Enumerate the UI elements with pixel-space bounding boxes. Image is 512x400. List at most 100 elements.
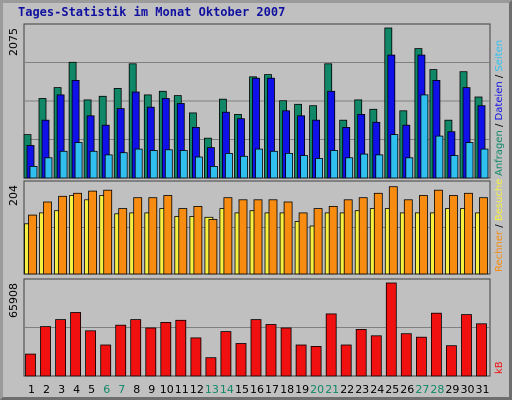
bottom-bar-kb [355,328,367,377]
bottom-bar-kb [25,353,36,377]
day-label: 14 [220,383,234,396]
top-bar-seiten [345,157,354,179]
bottom-max-label: 65908 [7,283,20,318]
bottom-bar-kb [130,319,142,377]
day-label: 8 [133,383,140,396]
bottom-bar-kb [340,344,352,377]
middle-legend-item: / [494,221,505,231]
day-label: 22 [340,383,354,396]
bottom-bar-kb [115,324,127,377]
bottom-bar-kb [265,324,277,377]
day-label: 6 [103,383,110,396]
bottom-bar-kb [400,333,412,377]
middle-bar-rechner [464,192,473,275]
day-label: 10 [160,383,174,396]
day-label: 31 [476,383,490,396]
middle-bar-rechner [43,201,52,275]
bottom-bar-kb [280,327,292,377]
top-bar-seiten [119,152,128,179]
top-bar-seiten [405,157,414,179]
top-bar-seiten [480,148,489,179]
top-bar-seiten [285,152,294,179]
middle-bar-rechner [88,190,97,275]
day-label: 28 [430,383,444,396]
bottom-legend-item: kB [494,361,505,374]
day-label: 29 [445,383,459,396]
bottom-bar-kb [55,319,66,377]
middle-bar-rechner [479,197,488,275]
top-legend-item: Seiten [494,40,505,72]
middle-bar-rechner [343,199,353,275]
top-bar-seiten [270,150,278,179]
day-label: 16 [250,383,264,396]
top-bar-seiten [194,156,203,179]
bottom-bar-kb [220,331,232,377]
middle-bar-rechner [373,192,383,275]
top-bar-seiten [450,155,459,179]
day-label: 30 [461,383,475,396]
middle-bar-rechner [298,212,308,275]
top-max-label: 2075 [7,28,20,56]
top-bar-seiten [104,154,113,179]
bottom-bar-kb [445,345,457,377]
top-legend: Anfragen / Dateien / Seiten [494,40,505,176]
middle-bar-rechner [223,197,233,275]
bottom-bar-kb [370,335,382,377]
bottom-bar-kb [40,326,51,377]
middle-bar-rechner [313,208,323,275]
top-bar-seiten [149,150,158,179]
bottom-bar-kb [175,319,187,377]
day-label: 15 [235,383,249,396]
top-bar-seiten [59,150,68,179]
bottom-bar-kb [145,327,157,377]
day-label: 24 [370,383,384,396]
top-bar-seiten [209,165,218,179]
bottom-bar-kb [476,323,487,377]
top-bar-seiten [240,155,248,179]
chart-title: Tages-Statistik im Monat Oktober 2007 [18,5,286,19]
top-bar-seiten [315,158,324,179]
top-bar-seiten [360,153,369,179]
top-legend-item: Anfragen [494,130,505,176]
bottom-bar-kb [295,344,307,377]
middle-bar-rechner [433,189,443,275]
bottom-bar-kb [310,345,322,377]
middle-bar-rechner [193,205,203,275]
middle-bar-rechner [283,201,293,275]
top-bar-seiten [44,157,53,179]
bottom-bar-kb [385,282,397,377]
middle-legend: Rechner / Besuche [494,179,505,272]
top-bar-seiten [164,149,173,179]
day-label: 19 [295,383,309,396]
day-label: 18 [280,383,294,396]
middle-bar-rechner [358,197,368,275]
middle-bar-rechner [73,192,82,275]
middle-bar-rechner [133,197,143,275]
top-legend-item: Dateien [494,81,505,120]
middle-bar-rechner [253,199,263,275]
top-bar-seiten [74,142,83,179]
top-bar-seiten [179,150,188,179]
middle-bar-rechner [163,195,173,275]
middle-bar-rechner [403,199,413,275]
middle-bar-rechner [208,219,218,275]
middle-bar-rechner [418,195,428,275]
bottom-bar-kb [160,321,172,377]
day-label: 25 [385,383,399,396]
middle-max-label: 204 [7,185,20,206]
day-label: 2 [43,383,50,396]
bottom-bar-kb [190,337,202,377]
day-label: 26 [400,383,414,396]
middle-bar-rechner [268,199,278,275]
bottom-bar-kb [205,357,217,377]
day-label: 20 [310,383,324,396]
bottom-legend: kB [494,361,505,374]
top-bar-seiten [134,148,143,179]
top-bar-seiten [420,94,429,179]
bottom-bar-kb [415,336,427,377]
day-label: 1 [28,383,35,396]
day-label: 3 [58,383,65,396]
day-label: 23 [355,383,369,396]
bottom-bar-kb [325,313,337,377]
bottom-bar-kb [70,312,81,377]
